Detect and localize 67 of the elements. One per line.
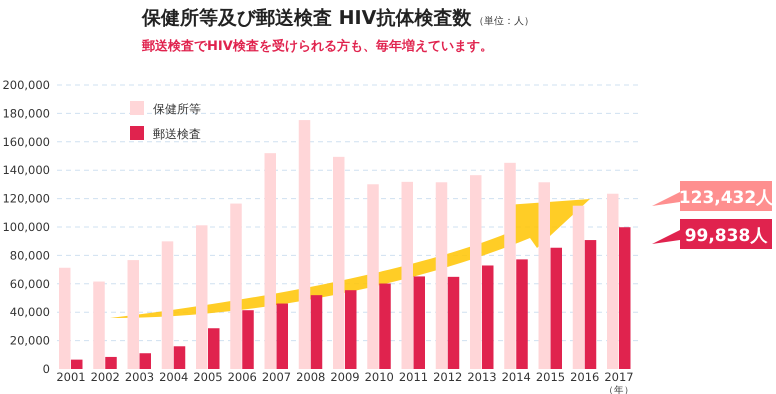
bar bbox=[516, 259, 528, 369]
bar bbox=[196, 225, 208, 369]
x-tick-label: 2004 bbox=[159, 370, 188, 384]
x-tick-label: 2013 bbox=[467, 370, 497, 384]
bar bbox=[436, 182, 448, 369]
x-tick-label: 2014 bbox=[502, 370, 531, 384]
y-tick-label: 80,000 bbox=[10, 248, 50, 262]
bar bbox=[414, 276, 425, 369]
y-tick-label: 0 bbox=[42, 362, 50, 376]
x-tick-label: 2010 bbox=[364, 370, 394, 384]
x-tick-label: 2009 bbox=[330, 370, 360, 384]
y-tick-label: 60,000 bbox=[10, 276, 50, 291]
bar bbox=[230, 204, 242, 369]
bar bbox=[470, 175, 482, 369]
bar bbox=[482, 265, 494, 369]
x-tick-label: 2011 bbox=[398, 370, 428, 384]
bar bbox=[448, 276, 460, 369]
bar bbox=[105, 356, 117, 369]
bar bbox=[607, 194, 618, 369]
bar bbox=[402, 182, 413, 369]
bar bbox=[162, 241, 174, 369]
x-tick-label: 2006 bbox=[228, 370, 257, 384]
bar bbox=[550, 248, 562, 369]
bar bbox=[584, 240, 596, 369]
y-tick-label: 120,000 bbox=[2, 192, 50, 206]
x-tick-label: 2012 bbox=[433, 370, 462, 384]
bar bbox=[71, 360, 82, 369]
bar bbox=[242, 310, 254, 369]
bar bbox=[93, 282, 105, 369]
y-tick-label: 20,000 bbox=[10, 334, 50, 348]
y-tick-label: 140,000 bbox=[2, 163, 50, 178]
bar bbox=[298, 120, 310, 369]
y-tick-label: 100,000 bbox=[2, 220, 50, 234]
bar bbox=[59, 268, 70, 369]
bar bbox=[140, 353, 151, 369]
legend-label: 郵送検査 bbox=[153, 127, 201, 141]
bar bbox=[208, 328, 220, 369]
x-tick-label: 2002 bbox=[90, 370, 120, 384]
bar bbox=[504, 162, 516, 369]
bar bbox=[128, 260, 139, 369]
bar bbox=[276, 304, 288, 369]
y-tick-label: 160,000 bbox=[2, 134, 50, 149]
y-tick-label: 200,000 bbox=[2, 78, 50, 92]
text: （単位：人） bbox=[474, 15, 534, 27]
bar bbox=[345, 290, 356, 369]
x-tick-label: 2008 bbox=[296, 370, 326, 384]
bar bbox=[310, 295, 322, 369]
bar bbox=[572, 206, 584, 369]
bar bbox=[619, 227, 630, 369]
bar bbox=[264, 153, 276, 369]
x-tick-label: 2007 bbox=[262, 370, 292, 384]
x-tick-label: 2003 bbox=[124, 370, 154, 384]
bar bbox=[333, 156, 344, 369]
x-tick-label: 2015 bbox=[536, 370, 566, 384]
x-tick-label: 2001 bbox=[56, 370, 86, 384]
bar bbox=[379, 284, 391, 369]
bar bbox=[367, 184, 379, 369]
chart-title: 保健所等及び郵送検査 HIV抗体検査数 bbox=[141, 7, 472, 29]
y-tick-label: 180,000 bbox=[2, 106, 50, 120]
y-tick-label: 40,000 bbox=[10, 305, 50, 320]
bar bbox=[174, 346, 186, 369]
chart-subtitle: 郵送検査でHIV検査を受けられる方も、毎年増えています。 bbox=[141, 38, 493, 54]
bar bbox=[538, 182, 550, 369]
x-tick-label: 2016 bbox=[570, 370, 600, 384]
legend-label: 保健所等 bbox=[153, 102, 201, 116]
x-tick-label: 2005 bbox=[193, 370, 223, 384]
x-tick-label: 2017 bbox=[604, 370, 634, 384]
